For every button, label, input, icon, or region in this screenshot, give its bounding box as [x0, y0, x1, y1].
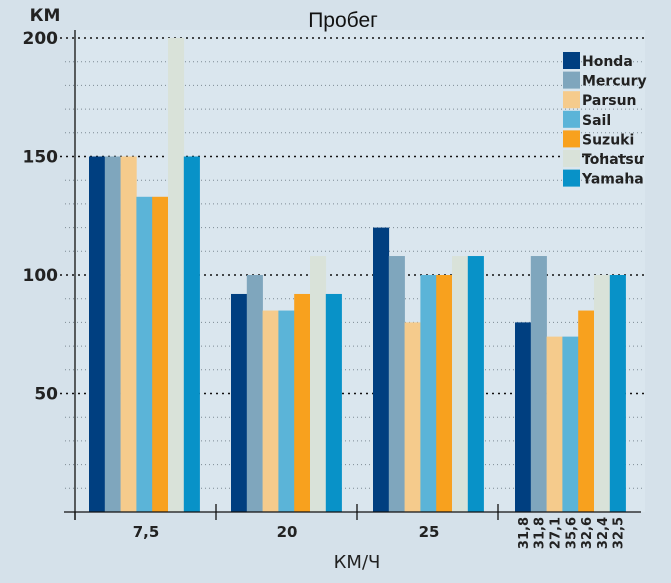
x-tick-label: 20 — [277, 523, 298, 541]
legend-swatch-sail — [563, 110, 580, 128]
legend-swatch-mercury — [563, 71, 580, 89]
speed-label: 27,1 — [549, 517, 564, 549]
legend-label: Mercury — [582, 74, 647, 90]
bar-yamaha-1 — [325, 293, 342, 512]
bar-suzuki-2 — [436, 275, 453, 512]
legend: Honda Mercury Parsun Sail Suzuki Tohatsu Yamah… — [563, 52, 647, 188]
legend-swatch-honda — [563, 52, 580, 69]
bar-yamaha-2 — [467, 256, 484, 512]
x-tick-labels: 7,5 20 25 — [133, 523, 440, 541]
y-tick-label: 150 — [23, 148, 59, 168]
speed-label: 31,8 — [517, 517, 532, 549]
legend-label: Suzuki — [582, 132, 634, 148]
speed-label: 32,5 — [612, 517, 627, 549]
bar-honda-1 — [231, 293, 248, 512]
legend-swatch-parsun — [563, 91, 580, 109]
bar-sail-2 — [420, 275, 437, 512]
y-tick-labels: 50 100 150 200 — [23, 29, 59, 405]
legend-label: Sail — [582, 113, 611, 129]
bar-parsun-0 — [120, 156, 137, 512]
bar-tohatsu-2 — [452, 256, 469, 512]
legend-label: Parsun — [582, 93, 637, 109]
bar-suzuki-3 — [578, 310, 595, 512]
bar-sail-1 — [278, 310, 295, 512]
legend-label: Tohatsu — [582, 152, 644, 168]
bar-parsun-1 — [262, 310, 279, 512]
bar-honda-0 — [89, 156, 106, 512]
chart-title: Пробег — [308, 9, 378, 32]
x-ticks — [74, 504, 499, 520]
speed-label: 35,6 — [564, 517, 579, 549]
bar-mercury-2 — [388, 256, 405, 512]
legend-label: Honda — [582, 54, 633, 70]
speed-label: 32,6 — [580, 517, 595, 549]
bar-mercury-0 — [104, 156, 121, 512]
bar-yamaha-0 — [183, 156, 200, 512]
bar-mercury-1 — [246, 275, 263, 512]
speed-label: 32,4 — [596, 517, 611, 549]
y-tick-label: 200 — [23, 29, 59, 49]
y-tick-label: 100 — [23, 266, 59, 286]
bar-yamaha-3 — [609, 275, 626, 512]
speed-labels: 31,8 31,8 27,1 35,6 32,6 32,4 32,5 — [517, 517, 627, 549]
legend-swatch-tohatsu — [563, 150, 580, 167]
bar-tohatsu-3 — [594, 275, 611, 512]
bar-mercury-3 — [530, 256, 547, 512]
legend-swatch-yamaha — [563, 169, 580, 187]
bar-parsun-2 — [404, 322, 421, 512]
x-axis-label: КМ/Ч — [334, 552, 381, 573]
speed-label: 31,8 — [533, 517, 548, 549]
y-axis-label: КМ — [30, 6, 61, 26]
bar-honda-2 — [373, 227, 390, 512]
bar-suzuki-1 — [294, 293, 311, 512]
bar-tohatsu-0 — [168, 38, 185, 512]
legend-swatch-suzuki — [563, 130, 580, 148]
x-tick-label: 25 — [419, 523, 440, 541]
y-tick-label: 50 — [34, 385, 58, 405]
bars — [89, 38, 626, 513]
legend-label: Yamaha — [581, 172, 644, 188]
bar-tohatsu-1 — [310, 256, 327, 512]
bar-parsun-3 — [546, 336, 563, 512]
bar-suzuki-0 — [152, 196, 169, 513]
bar-sail-0 — [136, 196, 153, 513]
bar-honda-3 — [515, 322, 532, 512]
bar-sail-3 — [562, 336, 579, 512]
x-tick-label: 7,5 — [133, 523, 160, 541]
